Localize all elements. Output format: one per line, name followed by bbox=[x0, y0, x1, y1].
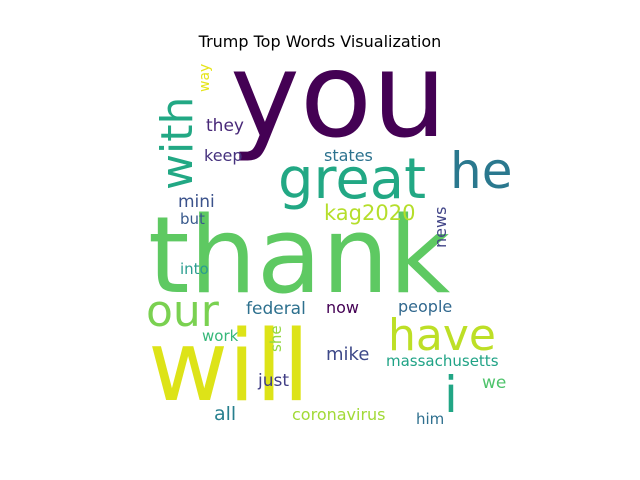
word-kag2020: kag2020 bbox=[324, 201, 415, 225]
word-i: i bbox=[444, 366, 458, 424]
word-massachusetts: massachusetts bbox=[386, 352, 499, 370]
word-states: states bbox=[324, 146, 373, 165]
word-we: we bbox=[482, 373, 506, 393]
word-him: him bbox=[416, 410, 444, 428]
word-mini: mini bbox=[178, 192, 215, 212]
word-now: now bbox=[326, 298, 359, 317]
word-news: news bbox=[431, 207, 450, 248]
word-thank: thank bbox=[148, 194, 451, 317]
word-keep: keep bbox=[204, 146, 243, 165]
word-mike: mike bbox=[326, 344, 369, 365]
word-he: he bbox=[450, 142, 512, 200]
word-with: with bbox=[152, 97, 203, 190]
word-coronavirus: coronavirus bbox=[292, 405, 386, 424]
chart-title: Trump Top Words Visualization bbox=[198, 32, 442, 51]
word-people: people bbox=[398, 297, 452, 316]
word-federal: federal bbox=[246, 299, 306, 319]
word-but: but bbox=[180, 210, 205, 228]
word-way: way bbox=[197, 64, 213, 92]
word-into: into bbox=[180, 260, 209, 278]
word-our: our bbox=[146, 286, 220, 337]
word-have: have bbox=[388, 310, 496, 361]
word-she: she bbox=[267, 325, 285, 352]
word-cloud: you thank will great with he our have i kag2020 th… bbox=[144, 60, 512, 428]
word-great: great bbox=[278, 147, 426, 212]
word-just: just bbox=[257, 371, 289, 391]
word-you: you bbox=[230, 60, 447, 164]
word-will: will bbox=[148, 310, 310, 424]
word-all: all bbox=[214, 403, 236, 425]
word-they: they bbox=[206, 116, 244, 136]
word-work: work bbox=[202, 327, 239, 345]
